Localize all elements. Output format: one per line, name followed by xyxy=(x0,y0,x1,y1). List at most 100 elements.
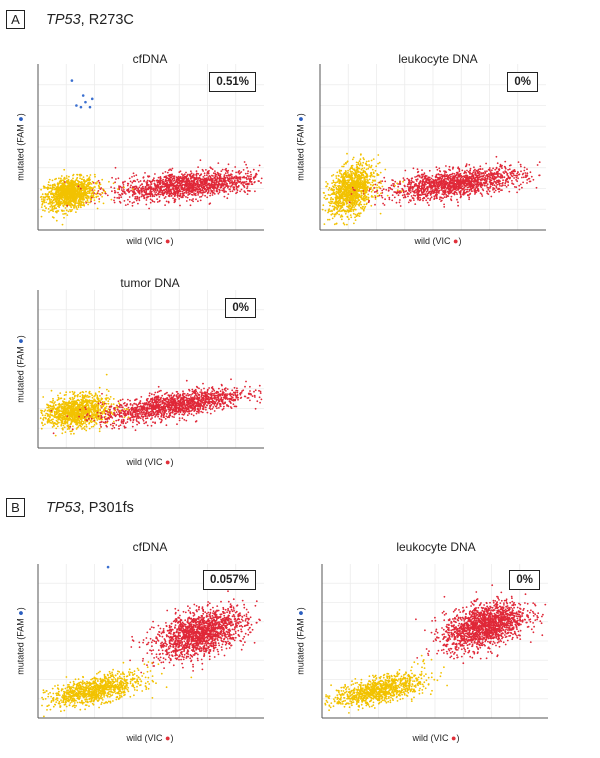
plot-1-point-red xyxy=(138,199,141,202)
plot-2-point-yellow xyxy=(357,214,359,217)
plot-2-point-red xyxy=(499,173,502,175)
plot-1-point-red xyxy=(159,191,162,193)
plot-2-point-yellow xyxy=(330,202,333,205)
plot-1-point-bridge xyxy=(133,193,136,196)
plot-2-point-red xyxy=(409,183,412,186)
plot-2-point-yellow xyxy=(364,176,366,179)
plot-1-point-red xyxy=(189,186,192,189)
plot-2-point-red xyxy=(450,198,452,201)
plot-1-point-yellow xyxy=(62,189,65,192)
plot-1-point-red xyxy=(184,185,186,187)
plot-1-point-yellow xyxy=(46,193,48,196)
plot-2-point-yellow xyxy=(333,186,335,189)
plot-1-point-red xyxy=(191,177,193,179)
plot-1-point-yellow xyxy=(40,198,43,201)
plot-2-point-yellow xyxy=(351,158,354,161)
plot-2-point-yellow xyxy=(342,186,344,188)
plot-1-point-yellow xyxy=(78,189,81,191)
plot-2-point-yellow xyxy=(362,197,364,200)
plot-1-point-yellow xyxy=(51,185,54,187)
plot-2-point-red xyxy=(456,193,458,196)
plot-2-point-red xyxy=(529,171,532,174)
plot-1-point-yellow xyxy=(69,182,72,185)
plot-2-point-yellow xyxy=(351,166,353,169)
plot-1-point-red xyxy=(248,175,250,178)
plot-1-point-red xyxy=(179,192,182,195)
plot-2-point-red xyxy=(383,204,386,206)
plot-1-point-red xyxy=(201,182,204,184)
plot-1-point-yellow xyxy=(58,188,61,191)
plot-1-point-red xyxy=(232,183,234,186)
plot-2-point-yellow xyxy=(367,181,370,184)
plot-1-point-bridge xyxy=(142,187,145,190)
plot-2-point-yellow xyxy=(348,205,350,208)
plot-1-point-red xyxy=(246,183,249,186)
plot-1-point-yellow xyxy=(88,181,91,184)
plot-1-point-red xyxy=(142,176,145,178)
plot-1-point-bridge xyxy=(88,183,91,186)
plot-2-point-yellow xyxy=(363,180,366,183)
plot-2-point-red xyxy=(501,167,503,169)
plot-1-point-red xyxy=(120,196,123,199)
plot-2-point-red xyxy=(512,183,515,185)
plot-1-point-bridge xyxy=(95,182,97,184)
plot-2-point-yellow xyxy=(366,176,368,179)
plot-1-point-red xyxy=(210,184,213,187)
plot-1-point-red xyxy=(99,188,102,190)
plot-2-point-red xyxy=(518,184,521,187)
plot-2-point-red xyxy=(424,174,427,177)
plot-1-point-yellow xyxy=(42,199,45,201)
plot-1-point-red xyxy=(242,176,245,179)
plot-2-point-red xyxy=(410,179,413,182)
plot-1-point-red xyxy=(133,179,135,182)
plot-2-point-yellow xyxy=(333,213,336,216)
plot-2-point-yellow xyxy=(352,212,355,215)
plot-1-point-yellow xyxy=(40,206,43,209)
plot-1-point-blue xyxy=(70,79,74,82)
plot-2-point-yellow xyxy=(338,169,341,171)
plot-1-point-yellow xyxy=(73,192,76,195)
plot-1-point-red xyxy=(224,176,227,179)
plot-1-point-red xyxy=(217,162,220,164)
plot-1-point-yellow xyxy=(58,192,61,195)
plot-2-point-red xyxy=(502,171,505,173)
plot-1-point-bridge xyxy=(177,179,180,182)
plot-2-point-red xyxy=(502,179,504,182)
plot-1-point-yellow xyxy=(58,206,61,209)
plot-1-point-red xyxy=(168,192,171,194)
plot-1-point-red xyxy=(195,176,198,179)
plot-1-point-yellow xyxy=(83,192,86,195)
plot-1-point-yellow xyxy=(75,206,78,209)
plot-2-point-yellow xyxy=(361,180,364,183)
plot-2-point-yellow xyxy=(344,189,346,191)
plot-1-point-red xyxy=(181,188,184,191)
plot-1-point-yellow xyxy=(79,193,82,196)
plot-1-point-yellow xyxy=(61,179,63,182)
plot-1-point-red xyxy=(224,168,227,171)
plot-1-point-red xyxy=(186,196,189,199)
plot-2-point-red xyxy=(390,184,393,187)
plot-2-point-yellow xyxy=(350,176,352,179)
plot-1-point-yellow xyxy=(96,181,99,183)
plot-1-point-yellow xyxy=(76,202,79,205)
plot-1-point-red xyxy=(197,200,199,203)
plot-1-point-yellow xyxy=(42,196,45,198)
plot-1-point-red xyxy=(205,169,207,171)
plot-1-point-red xyxy=(186,174,189,177)
plot-1-point-red xyxy=(183,175,186,178)
plot-2-point-yellow xyxy=(352,156,355,159)
plot-1-point-red xyxy=(204,191,206,194)
plot-2-point-yellow xyxy=(358,164,361,167)
plot-2-point-yellow xyxy=(331,182,333,184)
plot-2-point-red xyxy=(443,170,445,172)
plot-1-point-red xyxy=(161,192,164,195)
plot-1-point-red xyxy=(191,199,193,202)
plot-2-point-red xyxy=(391,199,394,202)
plot-2-point-red xyxy=(479,168,482,171)
plot-1-point-red xyxy=(202,190,205,192)
plot-2-point-red xyxy=(488,173,490,175)
plot-2-point-red xyxy=(466,188,469,191)
plot-1-point-red xyxy=(113,199,115,202)
plot-2-point-yellow xyxy=(356,186,359,189)
plot-1-point-bridge xyxy=(85,194,87,197)
